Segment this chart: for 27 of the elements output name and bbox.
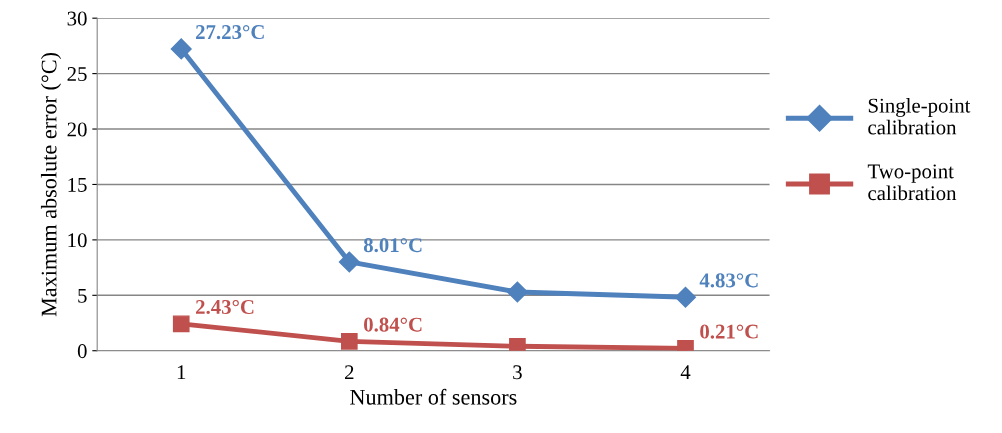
x-tick-label: 3 — [513, 365, 522, 380]
data-label: 8.01°C — [363, 238, 422, 253]
point — [506, 281, 528, 303]
y-axis-title: Maximum absolute error (°C) — [40, 52, 62, 317]
y-tick-label: 25 — [67, 67, 87, 82]
point — [338, 251, 360, 273]
y-tick-label: 15 — [68, 177, 87, 192]
legend-label: Two-point calibration — [867, 164, 957, 201]
y-tick-label: 5 — [78, 288, 87, 303]
y-tick-label: 0 — [77, 344, 87, 359]
data-label: 0.21°C — [700, 324, 758, 339]
y-tick-label: 30 — [67, 11, 87, 26]
data-label: 4.83°C — [699, 273, 758, 288]
legend-label: Single-point calibration — [868, 98, 971, 135]
y-tick-label: 10 — [68, 233, 87, 248]
x-tick-label: 2 — [345, 365, 354, 380]
data-label: 0.84°C — [364, 317, 422, 332]
point — [170, 38, 192, 60]
point — [172, 315, 190, 333]
x-tick-label: 4 — [680, 365, 691, 380]
y-tick-label: 20 — [67, 122, 87, 137]
x-tick-label: 1 — [177, 365, 186, 380]
data-label: 2.43°C — [196, 299, 254, 315]
data-label: 27.23°C — [196, 25, 264, 40]
x-axis-title: Number of sensors — [350, 388, 517, 405]
point — [674, 286, 697, 308]
point — [340, 333, 358, 350]
